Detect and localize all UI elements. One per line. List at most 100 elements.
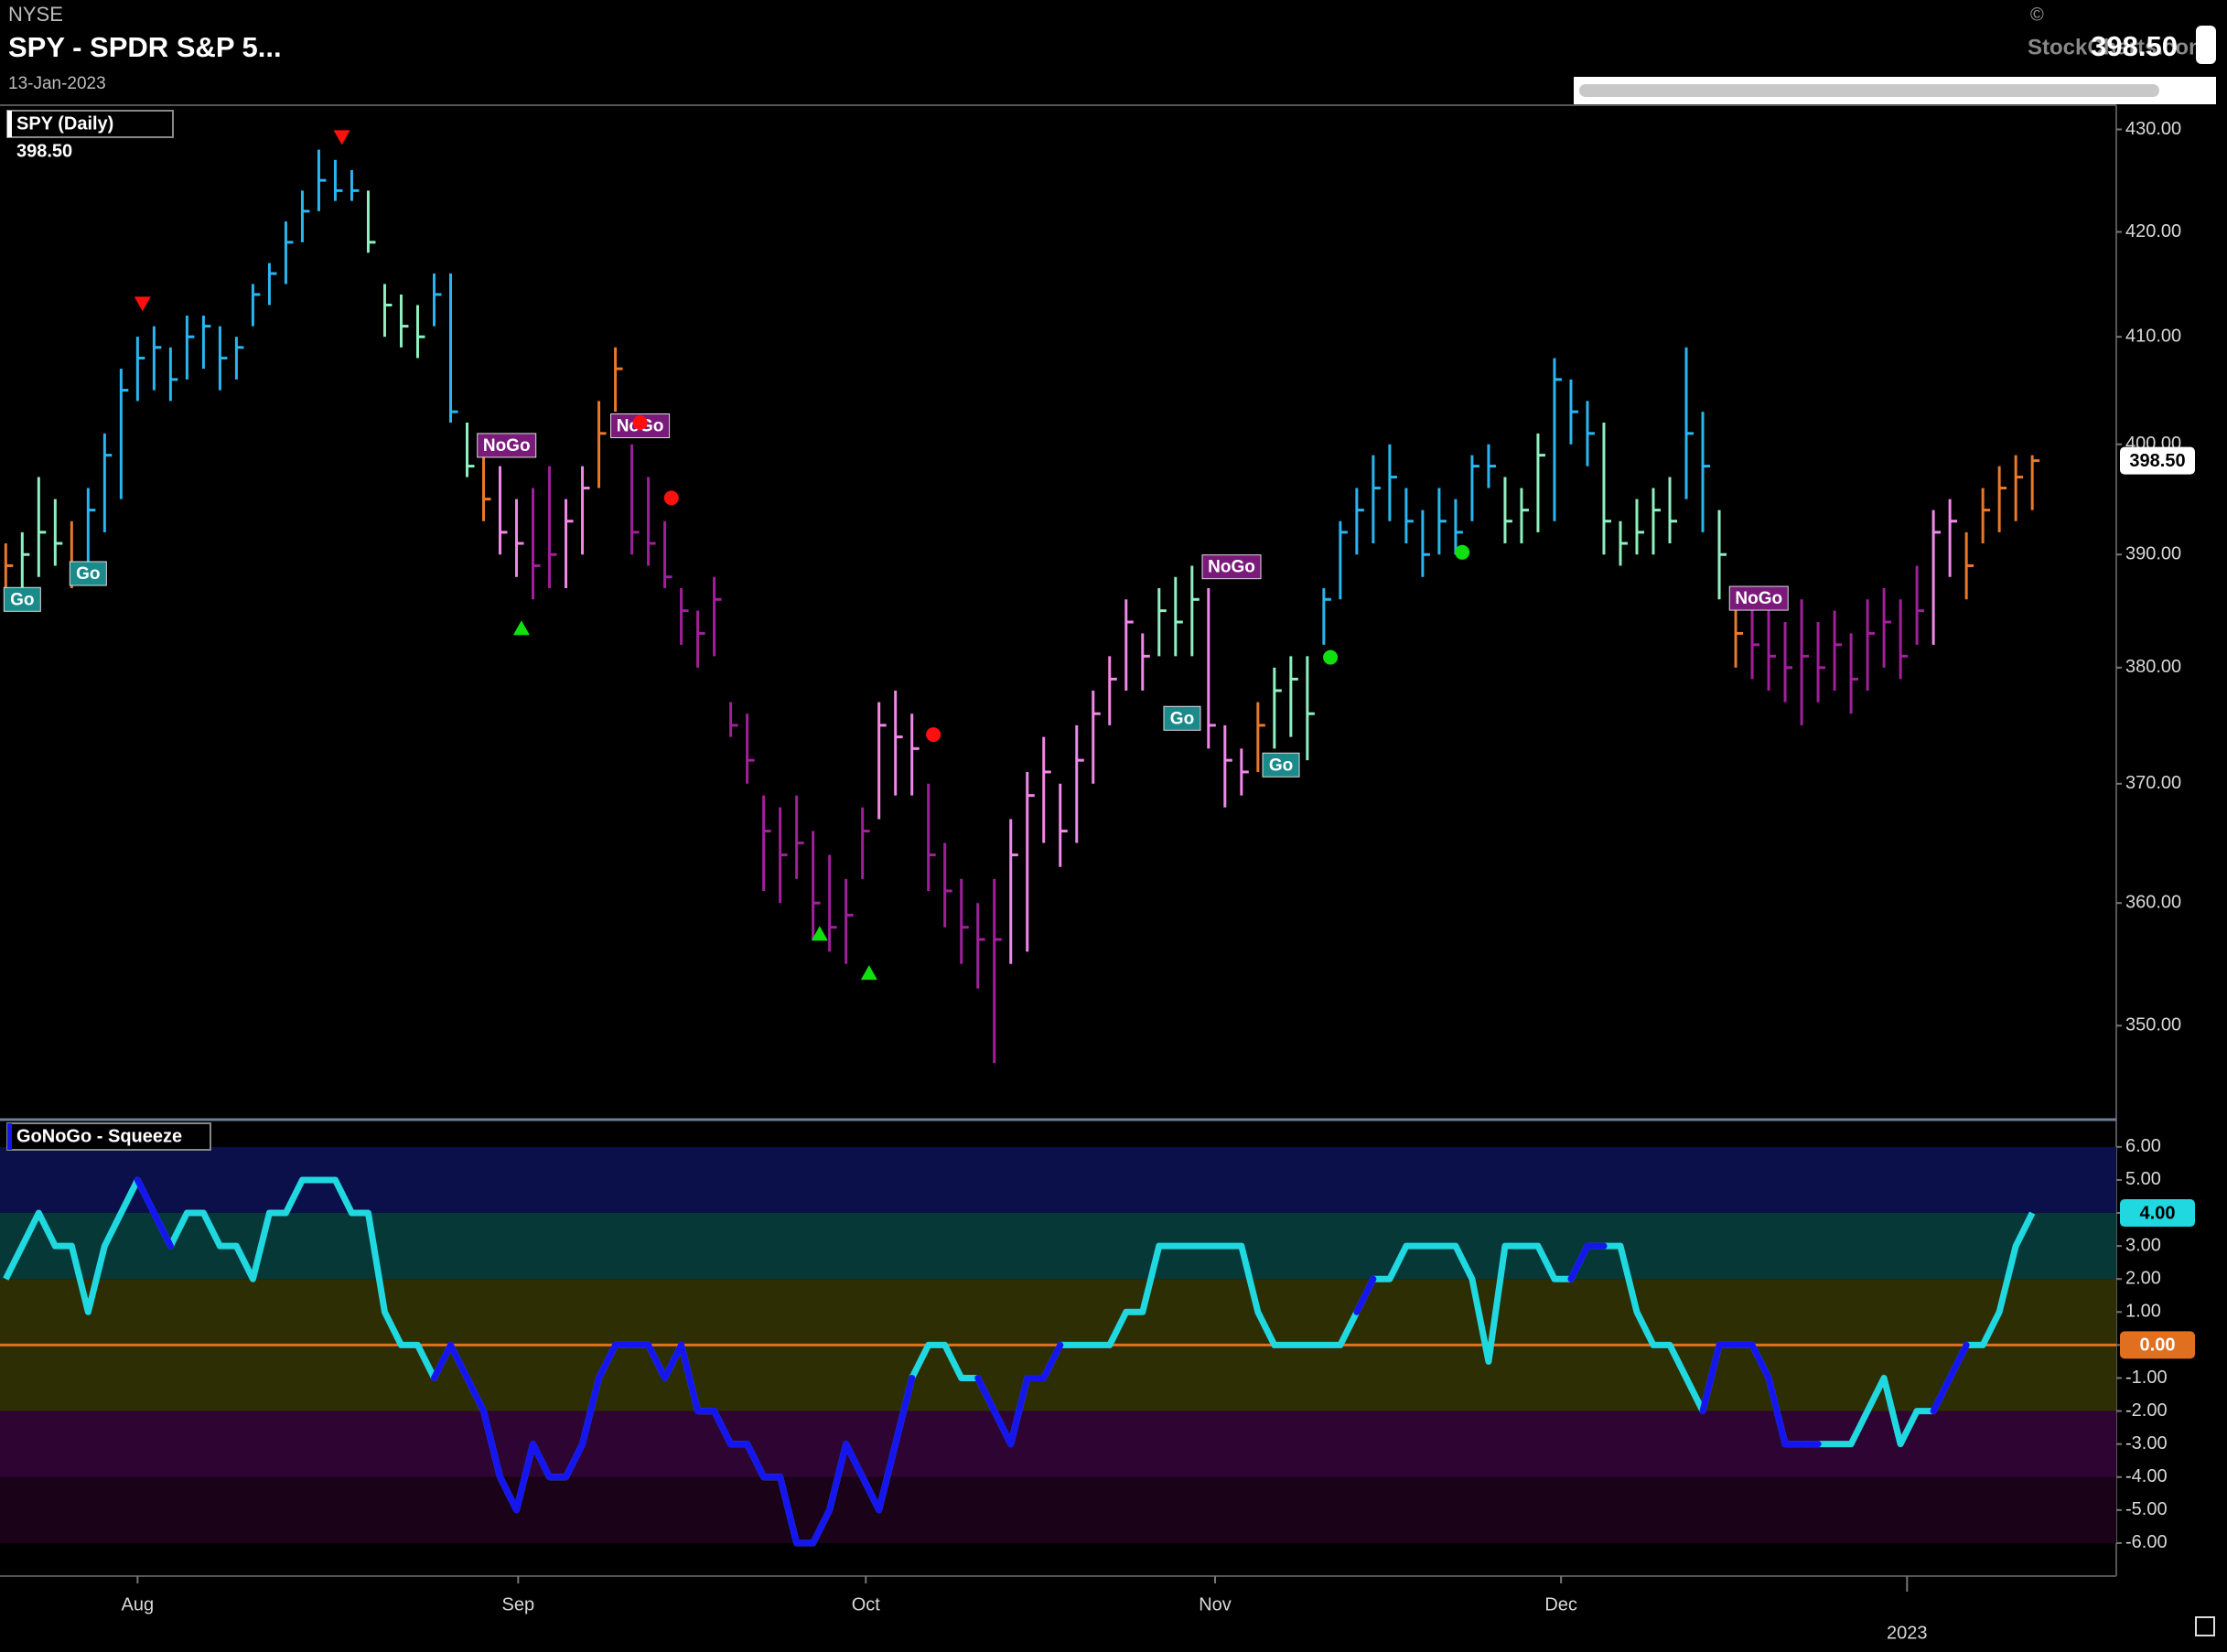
signal-dot xyxy=(632,414,648,430)
y-tick-label: 430.00 xyxy=(2125,119,2181,139)
legend-label: GoNoGo - Squeeze xyxy=(16,1126,182,1146)
y-tick-label: -3.00 xyxy=(2125,1433,2168,1454)
oscillator-segment xyxy=(430,1341,454,1381)
oscillator-segment xyxy=(974,1374,998,1415)
oscillator-segment xyxy=(134,1176,157,1217)
settings-icon[interactable] xyxy=(2195,1616,2215,1636)
signal-label: Go xyxy=(1269,756,1293,775)
plot-layer: 350.00360.00370.00380.00390.00400.00410.… xyxy=(0,119,2195,1643)
x-tick-label: 2023 xyxy=(1887,1623,1928,1643)
x-tick-label: Oct xyxy=(852,1594,881,1614)
oscillator-segment xyxy=(446,1341,470,1381)
signal-triangle xyxy=(860,965,877,981)
y-tick-label: 390.00 xyxy=(2125,544,2181,564)
signal-dot xyxy=(1323,649,1339,665)
value-tag xyxy=(2120,446,2195,475)
y-tick-label: 6.00 xyxy=(2125,1136,2161,1156)
legend-marker xyxy=(7,111,12,137)
legend-value: 398.50 xyxy=(16,141,72,161)
y-tick-label: -6.00 xyxy=(2125,1532,2168,1552)
oscillator-segment xyxy=(810,1507,834,1547)
y-tick-label: 2.00 xyxy=(2125,1268,2161,1288)
signal-label-box xyxy=(1728,585,1789,611)
date: 13-Jan-2023 xyxy=(8,74,106,93)
y-tick-label: 380.00 xyxy=(2125,657,2181,677)
oscillator-segment xyxy=(463,1374,488,1415)
signal-triangle xyxy=(512,620,530,636)
signal-triangle xyxy=(333,130,350,145)
signal-label: Go xyxy=(1170,709,1194,728)
oscillator-segment xyxy=(579,1374,603,1448)
oscillator-segment xyxy=(497,1474,521,1514)
signal-label-box xyxy=(3,586,41,612)
oscillator-segment xyxy=(662,1341,685,1381)
zone-band xyxy=(0,1411,2116,1477)
oscillator-segment xyxy=(859,1474,883,1514)
oscillator-segment xyxy=(843,1441,866,1481)
x-tick-label: Aug xyxy=(122,1594,155,1614)
y-tick-label: 410.00 xyxy=(2125,326,2181,346)
signal-label-box xyxy=(1201,554,1262,580)
oscillator-segment xyxy=(1040,1341,1064,1381)
oscillator-segment xyxy=(513,1441,537,1514)
y-tick-label: 5.00 xyxy=(2125,1169,2161,1189)
exchange: NYSE xyxy=(8,3,63,26)
y-tick-label: 1.00 xyxy=(2125,1302,2161,1322)
signal-label: NoGo xyxy=(1208,558,1255,577)
y-tick-label: -5.00 xyxy=(2125,1499,2168,1519)
legend-label: SPY (Daily) xyxy=(16,113,113,134)
signal-dot xyxy=(663,490,679,506)
signal-label: Go xyxy=(10,590,34,609)
oscillator-segment xyxy=(991,1408,1015,1448)
oscillator-segment xyxy=(1007,1374,1031,1448)
oscillator-segment xyxy=(530,1441,554,1481)
oscillator-segment xyxy=(876,1441,899,1514)
value-tag xyxy=(2120,1199,2195,1228)
signal-triangle xyxy=(811,926,828,941)
signal-label-box xyxy=(1262,752,1300,778)
copyright: © xyxy=(2030,5,2044,25)
header-price: 398.50 xyxy=(2091,30,2178,62)
oscillator-segment xyxy=(1748,1341,1772,1381)
signal-label: Go xyxy=(76,564,100,584)
x-tick-label: Dec xyxy=(1544,1594,1577,1614)
oscillator-segment xyxy=(645,1341,669,1381)
signal-triangle xyxy=(134,296,151,312)
oscillator-segment xyxy=(596,1341,619,1381)
y-tick-label: 3.00 xyxy=(2125,1235,2161,1255)
oscillator-segment xyxy=(892,1374,916,1448)
y-tick-label: -1.00 xyxy=(2125,1368,2168,1388)
oscillator-segment xyxy=(711,1408,735,1448)
symbol-title: SPY - SPDR S&P 5... xyxy=(8,31,282,63)
oscillator-segment xyxy=(563,1441,586,1481)
x-tick-label: Nov xyxy=(1199,1594,1232,1614)
scroll-handle[interactable] xyxy=(2196,26,2216,64)
oscillator-segment xyxy=(777,1474,801,1547)
oscillator-segment xyxy=(480,1408,504,1481)
value-tag-label: 398.50 xyxy=(2129,451,2185,471)
oscillator-segment xyxy=(744,1441,768,1481)
scrollbar-thumb[interactable] xyxy=(1579,84,2159,97)
oscillator-segment xyxy=(1946,1341,1970,1381)
y-tick-label: 420.00 xyxy=(2125,221,2181,241)
signal-dot xyxy=(1455,544,1470,560)
signal-label-box xyxy=(1163,705,1201,731)
oscillator-segment xyxy=(826,1441,850,1514)
zone-band xyxy=(0,1476,2116,1543)
oscillator-segment xyxy=(1353,1275,1377,1315)
legend-marker xyxy=(7,1123,12,1150)
signal-dot xyxy=(926,727,941,743)
oscillator-segment xyxy=(1930,1374,1953,1415)
value-tag-label: 4.00 xyxy=(2140,1203,2176,1223)
oscillator-segment xyxy=(1567,1242,1591,1282)
oscillator-segment xyxy=(150,1209,174,1250)
signal-label: NoGo xyxy=(1735,589,1782,608)
zone-band xyxy=(0,1146,2116,1214)
value-tag-label: 0.00 xyxy=(2140,1336,2176,1356)
y-tick-label: -4.00 xyxy=(2125,1466,2168,1486)
oscillator-segment xyxy=(1699,1341,1723,1415)
signal-label-box xyxy=(69,561,107,586)
value-tag xyxy=(2120,1331,2195,1359)
